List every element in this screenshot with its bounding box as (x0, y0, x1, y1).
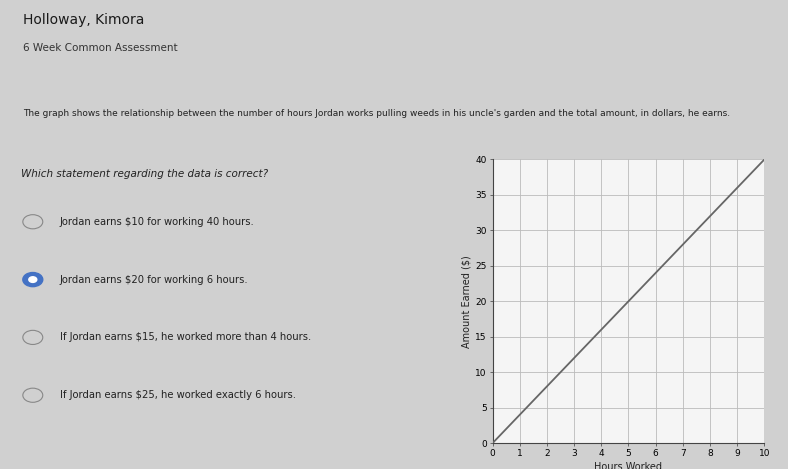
Text: If Jordan earns $25, he worked exactly 6 hours.: If Jordan earns $25, he worked exactly 6… (60, 390, 296, 400)
Text: The graph shows the relationship between the number of hours Jordan works pullin: The graph shows the relationship between… (24, 109, 730, 118)
Circle shape (23, 272, 43, 287)
Text: Jordan earns $20 for working 6 hours.: Jordan earns $20 for working 6 hours. (60, 274, 248, 285)
Y-axis label: Amount Earned ($): Amount Earned ($) (461, 255, 471, 348)
Circle shape (29, 277, 37, 282)
Text: If Jordan earns $15, he worked more than 4 hours.: If Jordan earns $15, he worked more than… (60, 333, 311, 342)
Text: 6 Week Common Assessment: 6 Week Common Assessment (24, 43, 178, 53)
Text: Jordan earns $10 for working 40 hours.: Jordan earns $10 for working 40 hours. (60, 217, 255, 227)
X-axis label: Hours Worked: Hours Worked (594, 462, 663, 469)
Text: Holloway, Kimora: Holloway, Kimora (24, 13, 145, 27)
Text: Which statement regarding the data is correct?: Which statement regarding the data is co… (21, 169, 269, 179)
